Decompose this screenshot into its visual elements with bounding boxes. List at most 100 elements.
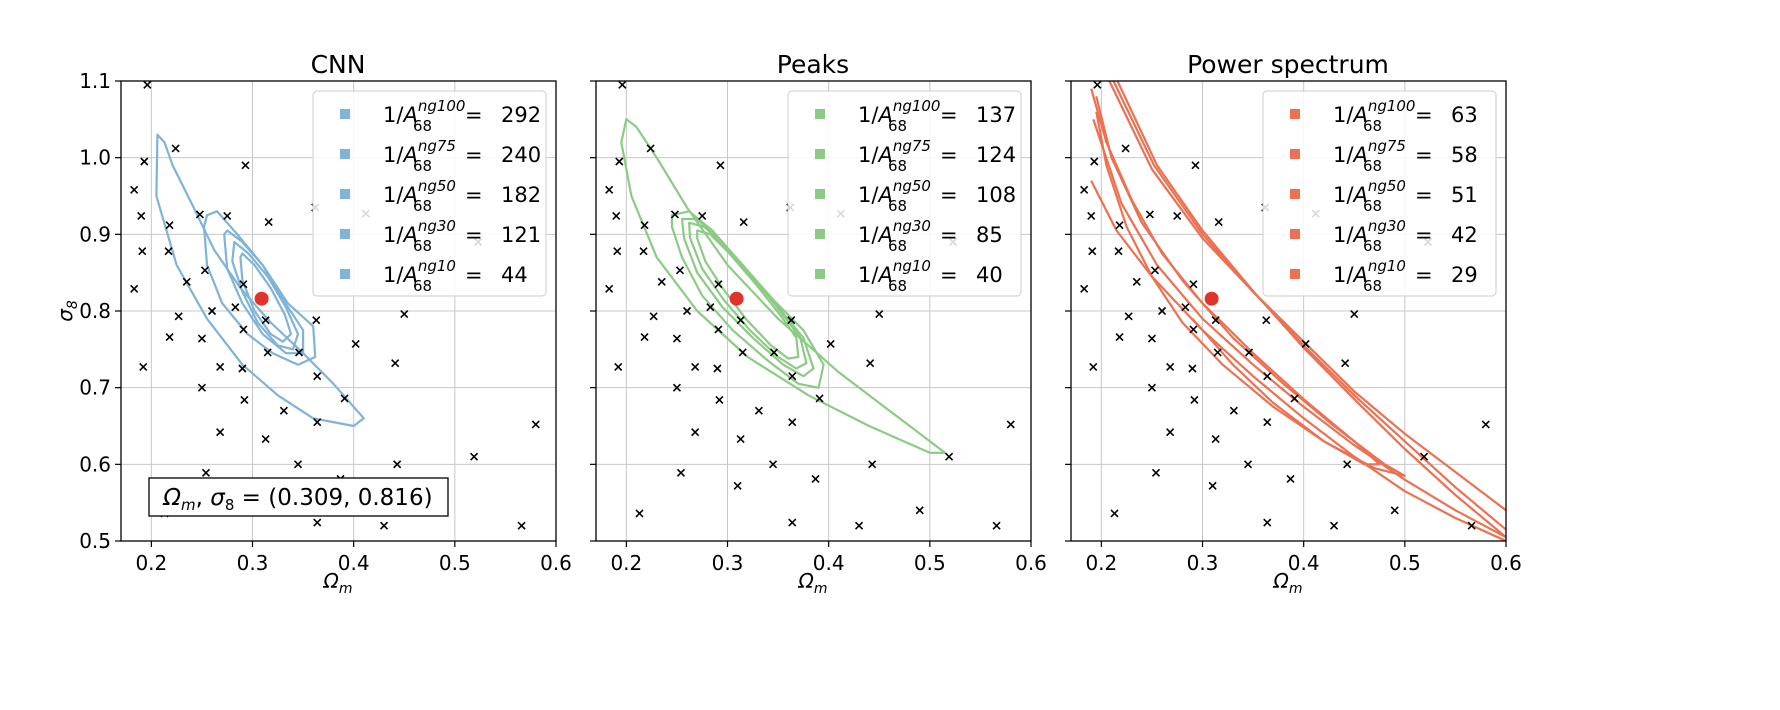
sample-point-stroke [657,277,666,286]
sample-point [517,521,526,530]
sample-point-stroke [312,316,321,325]
legend-label-sup: ng30 [1368,217,1406,235]
sample-point [640,333,649,342]
legend-label-equals: = [465,263,483,287]
legend-label-sup: ng75 [1368,137,1406,155]
annotation-comma: , [196,485,211,511]
contour-ng50-upper [1116,81,1506,539]
y-tick-label: 0.6 [79,452,111,476]
legend-label-equals: = [465,143,483,167]
x-axis-label: Ωm [1273,569,1303,597]
legend-swatch [1290,269,1300,279]
sample-point-stroke [713,364,722,373]
sample-point [216,362,225,372]
legend-value: 124 [976,143,1016,167]
legend-label-prefix: 1/ [858,103,879,127]
sample-point [698,211,707,220]
sample-point-stroke [263,348,272,357]
sample-point-stroke [1189,325,1198,334]
sample-point-stroke [1263,518,1272,527]
x-tick-label: 0.6 [540,551,572,575]
sample-point-stroke [174,312,183,321]
sample-point-stroke [531,420,540,429]
legend-swatch [815,109,825,119]
sample-point [788,372,797,381]
sample-point [137,211,146,220]
sample-point [1132,277,1141,286]
sample-point [1088,247,1097,256]
sample-point [733,481,742,490]
sample-point [675,266,685,275]
y-axis-ticks: 0.5 0.6 0.7 0.8 0.9 1.0 1.1 [79,69,121,553]
sample-point-stroke [140,157,149,166]
sample-point-stroke [698,211,707,220]
x-tick-label: 0.5 [439,551,471,575]
legend-label: 1/Ang30 68 = [858,217,958,255]
sample-point-stroke [715,395,724,404]
sample-point [1151,468,1161,477]
sample-point [1419,452,1429,461]
contour-ng30-lower [1092,118,1506,539]
sample-point [1147,334,1156,343]
fiducial-marker [1204,291,1219,306]
sample-point-stroke [1173,211,1182,220]
sample-point-stroke [1166,428,1175,437]
sample-point-stroke [691,362,700,372]
legend-label: 1/Ang10 68 = [1333,257,1433,295]
sample-point [672,334,681,343]
legend-label-equals: = [1415,103,1433,127]
sample-point [531,420,540,429]
sample-point [640,221,649,230]
sample-point-stroke [241,161,250,170]
sample-point [1244,348,1254,357]
legend-label-prefix: 1/ [858,183,879,207]
legend-frame [787,90,1022,297]
sample-point-stroke [1145,210,1154,219]
sample-point [614,362,623,372]
legend-label: 1/Ang75 68 = [383,137,483,175]
sample-point [313,418,322,427]
sample-point [1211,434,1220,444]
legend-swatch [1290,109,1300,119]
annotation-equals: = ( [234,485,277,511]
sample-point-stroke [1190,395,1199,404]
contour-ng30 [670,210,825,389]
legend-label-sub: 68 [1363,277,1382,295]
sample-point-stroke [1286,474,1295,483]
sample-point-stroke [1114,247,1123,256]
sample-point-stroke [714,280,723,289]
sample-point [216,428,225,437]
sample-point-stroke [811,474,820,483]
legend-label-symbol: A [401,143,417,167]
legend-value: 58 [1451,143,1478,167]
sample-point [1166,428,1175,437]
sample-point [294,348,304,357]
legend-label-equals: = [1415,263,1433,287]
sample-point-stroke [618,81,627,89]
sample-point-stroke [826,339,835,349]
sample-point-stroke [868,460,877,469]
legend: 1/Ang100 68 = 137 1/Ang75 68 = 124 1/Ang50 68 = 108… [787,90,1022,297]
sample-point-stroke [223,211,232,220]
legend-label-equals: = [465,183,483,207]
contour-ng100 [239,252,293,343]
sample-point [1189,325,1198,334]
sample-point-stroke [1213,348,1222,357]
x-tick-label: 0.2 [135,551,167,575]
sample-point [706,303,715,312]
sample-point [1121,144,1130,153]
sample-point-stroke [1088,247,1097,256]
sample-point-stroke [165,221,174,230]
annotation-omega-sub: m [181,496,196,514]
sample-point-stroke [736,316,745,325]
legend-label: 1/Ang50 68 = [858,177,958,215]
y-tick-label: 0.7 [79,376,111,400]
sample-point-stroke [197,383,206,392]
sample-point [615,157,624,166]
sample-point [293,460,303,469]
sample-point [261,316,270,325]
sample-point-stroke [216,428,225,437]
legend-label-equals: = [940,183,958,207]
sample-point [1243,460,1253,469]
legend-label-equals: = [465,103,483,127]
